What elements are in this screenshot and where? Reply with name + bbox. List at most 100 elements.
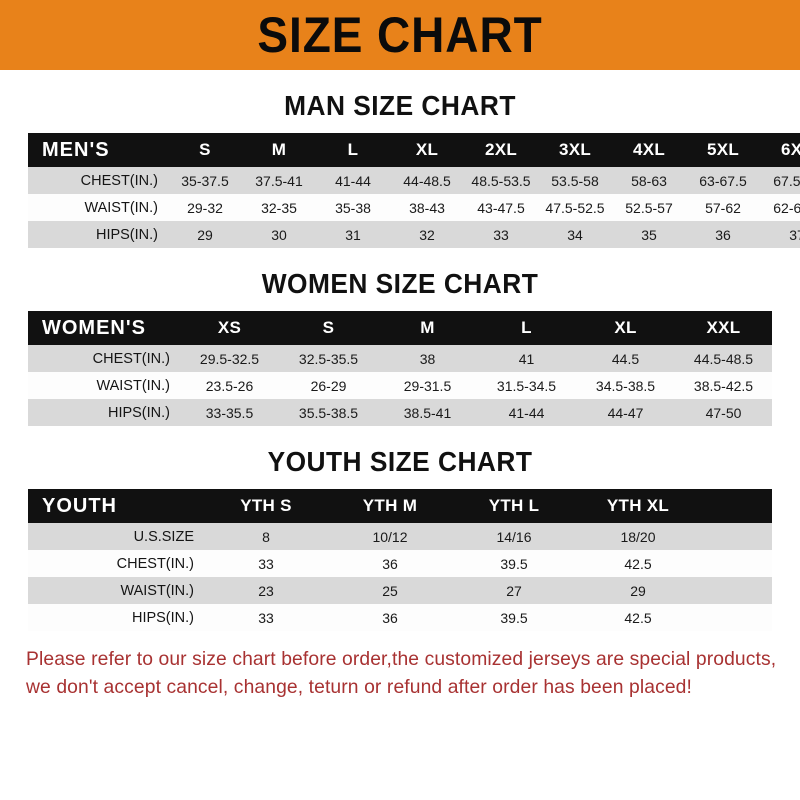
women-size-header-xxl: XXL — [675, 311, 772, 345]
men-waist-4xl: 52.5-57 — [612, 194, 686, 221]
youth-size-header-xl: YTH XL — [576, 489, 700, 523]
men-waist-xl: 38-43 — [390, 194, 464, 221]
table-row: HIPS(IN.) 33-35.5 35.5-38.5 38.5-41 41-4… — [28, 399, 772, 426]
men-size-header-5xl: 5XL — [686, 133, 760, 167]
men-hips-2xl: 33 — [464, 221, 538, 248]
table-row: WAIST(IN.) 29-32 32-35 35-38 38-43 43-47… — [28, 194, 800, 221]
youth-waist-l: 27 — [452, 577, 576, 604]
section-title-youth: YOUTH SIZE CHART — [267, 446, 533, 477]
table-row: U.S.SIZE 8 10/12 14/16 18/20 — [28, 523, 772, 550]
youth-row-label-chest: CHEST(IN.) — [28, 550, 204, 577]
men-size-header-xl: XL — [390, 133, 464, 167]
men-row-label-waist: WAIST(IN.) — [28, 194, 168, 221]
men-waist-m: 32-35 — [242, 194, 316, 221]
women-row-label-chest: CHEST(IN.) — [28, 345, 180, 372]
men-chest-xl: 44-48.5 — [390, 167, 464, 194]
youth-chest-m: 36 — [328, 550, 452, 577]
women-hips-xxl: 47-50 — [675, 399, 772, 426]
men-size-header-3xl: 3XL — [538, 133, 612, 167]
youth-ussize-m: 10/12 — [328, 523, 452, 550]
men-waist-2xl: 43-47.5 — [464, 194, 538, 221]
men-hips-5xl: 36 — [686, 221, 760, 248]
men-chest-m: 37.5-41 — [242, 167, 316, 194]
men-waist-6xl: 62-66.5 — [760, 194, 800, 221]
men-row-label-hips: HIPS(IN.) — [28, 221, 168, 248]
women-chest-l: 41 — [477, 345, 576, 372]
section-men: MAN SIZE CHART MEN'S S M L XL 2XL 3XL 4X… — [0, 92, 800, 248]
men-chest-l: 41-44 — [316, 167, 390, 194]
page-title: SIZE CHART — [257, 7, 543, 63]
youth-chest-l: 39.5 — [452, 550, 576, 577]
youth-row-label-hips: HIPS(IN.) — [28, 604, 204, 631]
women-chest-xxl: 44.5-48.5 — [675, 345, 772, 372]
spacer-before-youth — [0, 426, 800, 448]
women-waist-m: 29-31.5 — [378, 372, 477, 399]
youth-ussize-filler — [700, 523, 772, 550]
youth-hips-l: 39.5 — [452, 604, 576, 631]
youth-chest-s: 33 — [204, 550, 328, 577]
women-table-header-row: WOMEN'S XS S M L XL XXL — [28, 311, 772, 345]
men-corner-label: MEN'S — [28, 133, 168, 167]
men-waist-s: 29-32 — [168, 194, 242, 221]
youth-hips-m: 36 — [328, 604, 452, 631]
footer-notice: Please refer to our size chart before or… — [0, 645, 800, 702]
men-size-header-s: S — [168, 133, 242, 167]
youth-ussize-l: 14/16 — [452, 523, 576, 550]
youth-size-header-l: YTH L — [452, 489, 576, 523]
women-size-table: WOMEN'S XS S M L XL XXL CHEST(IN.) 29.5-… — [28, 311, 772, 426]
women-chest-s: 32.5-35.5 — [279, 345, 378, 372]
youth-waist-xl: 29 — [576, 577, 700, 604]
youth-row-label-waist: WAIST(IN.) — [28, 577, 204, 604]
women-chest-m: 38 — [378, 345, 477, 372]
women-hips-l: 41-44 — [477, 399, 576, 426]
women-hips-xl: 44-47 — [576, 399, 675, 426]
women-waist-s: 26-29 — [279, 372, 378, 399]
women-waist-xs: 23.5-26 — [180, 372, 279, 399]
women-corner-label: WOMEN'S — [28, 311, 180, 345]
men-hips-6xl: 37 — [760, 221, 800, 248]
youth-table-header-row: YOUTH YTH S YTH M YTH L YTH XL — [28, 489, 772, 523]
women-chest-xs: 29.5-32.5 — [180, 345, 279, 372]
section-title-women: WOMEN SIZE CHART — [261, 268, 539, 299]
youth-hips-xl: 42.5 — [576, 604, 700, 631]
men-size-header-4xl: 4XL — [612, 133, 686, 167]
men-hips-m: 30 — [242, 221, 316, 248]
men-chest-2xl: 48.5-53.5 — [464, 167, 538, 194]
youth-chest-filler — [700, 550, 772, 577]
table-row: CHEST(IN.) 33 36 39.5 42.5 — [28, 550, 772, 577]
men-size-table: MEN'S S M L XL 2XL 3XL 4XL 5XL 6XL CHEST… — [28, 133, 800, 248]
youth-size-header-s: YTH S — [204, 489, 328, 523]
table-row: WAIST(IN.) 23.5-26 26-29 29-31.5 31.5-34… — [28, 372, 772, 399]
men-table-header-row: MEN'S S M L XL 2XL 3XL 4XL 5XL 6XL — [28, 133, 800, 167]
men-waist-5xl: 57-62 — [686, 194, 760, 221]
spacer-women-title — [28, 298, 772, 311]
women-hips-s: 35.5-38.5 — [279, 399, 378, 426]
men-hips-4xl: 35 — [612, 221, 686, 248]
women-waist-l: 31.5-34.5 — [477, 372, 576, 399]
youth-chest-xl: 42.5 — [576, 550, 700, 577]
youth-row-label-us-size: U.S.SIZE — [28, 523, 204, 550]
youth-corner-label: YOUTH — [28, 489, 204, 523]
table-row: CHEST(IN.) 35-37.5 37.5-41 41-44 44-48.5… — [28, 167, 800, 194]
youth-hips-s: 33 — [204, 604, 328, 631]
youth-size-header-m: YTH M — [328, 489, 452, 523]
men-chest-s: 35-37.5 — [168, 167, 242, 194]
youth-waist-m: 25 — [328, 577, 452, 604]
youth-ussize-s: 8 — [204, 523, 328, 550]
section-women: WOMEN SIZE CHART WOMEN'S XS S M L XL XXL — [0, 270, 800, 426]
section-title-men: MAN SIZE CHART — [284, 90, 516, 121]
women-waist-xl: 34.5-38.5 — [576, 372, 675, 399]
women-size-header-xl: XL — [576, 311, 675, 345]
men-size-header-6xl: 6XL — [760, 133, 800, 167]
men-chest-5xl: 63-67.5 — [686, 167, 760, 194]
youth-waist-s: 23 — [204, 577, 328, 604]
spacer-youth-title — [28, 476, 772, 489]
men-chest-4xl: 58-63 — [612, 167, 686, 194]
spacer-after-banner — [0, 70, 800, 92]
youth-waist-filler — [700, 577, 772, 604]
women-hips-xs: 33-35.5 — [180, 399, 279, 426]
men-chest-6xl: 67.5-72 — [760, 167, 800, 194]
women-size-header-xs: XS — [180, 311, 279, 345]
footer-notice-line-1: Please refer to our size chart before or… — [26, 648, 777, 670]
